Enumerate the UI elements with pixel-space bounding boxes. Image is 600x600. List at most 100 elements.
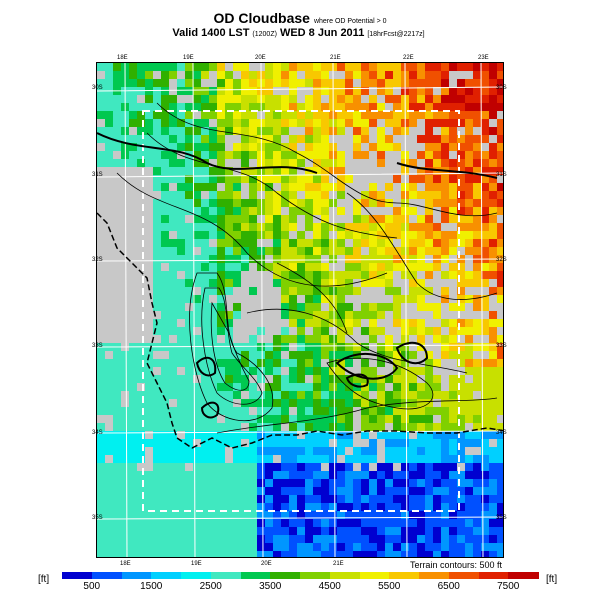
field-cell xyxy=(489,103,498,112)
field-cell xyxy=(465,79,474,88)
field-cell xyxy=(465,471,474,480)
field-cell xyxy=(321,551,330,557)
field-cell xyxy=(209,95,218,104)
field-cell xyxy=(129,223,138,232)
field-cell xyxy=(177,239,186,248)
field-cell xyxy=(161,391,170,400)
lon-label-top: 21E xyxy=(330,55,341,61)
field-cell xyxy=(249,535,258,544)
field-cell xyxy=(153,503,162,512)
field-cell xyxy=(481,327,490,336)
field-cell xyxy=(217,535,226,544)
field-cell xyxy=(361,87,370,96)
field-cell xyxy=(313,495,322,504)
field-cell xyxy=(313,391,322,400)
field-cell xyxy=(305,111,314,120)
field-cell xyxy=(481,143,490,152)
field-cell xyxy=(377,415,386,424)
field-cell xyxy=(113,207,122,216)
field-cell xyxy=(177,367,186,376)
field-cell xyxy=(121,391,130,400)
field-cell xyxy=(425,239,434,248)
field-cell xyxy=(177,263,186,272)
field-cell xyxy=(265,311,274,320)
field-cell xyxy=(185,263,194,272)
field-cell xyxy=(201,415,210,424)
field-cell xyxy=(153,287,162,296)
field-cell xyxy=(273,183,282,192)
field-cell xyxy=(409,79,418,88)
field-cell xyxy=(193,215,202,224)
colorbar-tick-label: 4500 xyxy=(318,581,341,592)
field-cell xyxy=(489,247,498,256)
field-cell xyxy=(249,343,258,352)
field-cell xyxy=(121,511,130,520)
field-cell xyxy=(489,287,498,296)
field-cell xyxy=(225,383,234,392)
field-cell xyxy=(481,303,490,312)
field-cell xyxy=(385,87,394,96)
field-cell xyxy=(481,519,490,528)
terrain-contours xyxy=(116,102,498,434)
field-cell xyxy=(225,375,234,384)
field-cell xyxy=(313,383,322,392)
field-cell xyxy=(433,167,442,176)
field-cell xyxy=(425,495,434,504)
field-cell xyxy=(97,383,106,392)
field-cell xyxy=(465,463,474,472)
field-cell xyxy=(241,423,250,432)
field-cell xyxy=(113,303,122,312)
field-cell xyxy=(329,263,338,272)
field-cell xyxy=(193,175,202,184)
field-cell xyxy=(185,423,194,432)
field-cell xyxy=(425,519,434,528)
field-cell xyxy=(217,479,226,488)
field-cell xyxy=(289,359,298,368)
field-cell xyxy=(377,103,386,112)
field-cell xyxy=(497,119,503,128)
field-cell xyxy=(305,527,314,536)
field-cell xyxy=(177,247,186,256)
field-cell xyxy=(169,191,178,200)
field-cell xyxy=(113,143,122,152)
field-cell xyxy=(217,87,226,96)
colorbar-swatch xyxy=(508,572,539,579)
field-cell xyxy=(345,175,354,184)
field-cell xyxy=(321,343,330,352)
field-cell xyxy=(481,199,490,208)
field-cell xyxy=(153,167,162,176)
field-cell xyxy=(137,551,146,557)
field-cell xyxy=(233,327,242,336)
field-cell xyxy=(321,415,330,424)
field-cell xyxy=(353,287,362,296)
field-cell xyxy=(489,87,498,96)
field-cell xyxy=(305,231,314,240)
field-cell xyxy=(433,199,442,208)
field-cell xyxy=(361,175,370,184)
field-cell xyxy=(225,207,234,216)
field-cell xyxy=(233,207,242,216)
field-cell xyxy=(449,479,458,488)
field-cell xyxy=(345,295,354,304)
field-cell xyxy=(145,231,154,240)
field-cell xyxy=(289,279,298,288)
field-cell xyxy=(409,383,418,392)
field-cell xyxy=(433,279,442,288)
field-cell xyxy=(465,511,474,520)
field-cell xyxy=(249,231,258,240)
field-cell xyxy=(105,415,114,424)
field-cell xyxy=(409,511,418,520)
field-cell xyxy=(161,399,170,408)
field-cell xyxy=(249,71,258,80)
field-cell xyxy=(369,191,378,200)
field-cell xyxy=(425,551,434,557)
field-cell xyxy=(145,87,154,96)
field-cell xyxy=(145,199,154,208)
field-cell xyxy=(417,455,426,464)
field-cell xyxy=(249,375,258,384)
field-cell xyxy=(113,95,122,104)
field-cell xyxy=(129,511,138,520)
field-cell xyxy=(249,119,258,128)
field-cell xyxy=(345,239,354,248)
field-cell xyxy=(145,527,154,536)
